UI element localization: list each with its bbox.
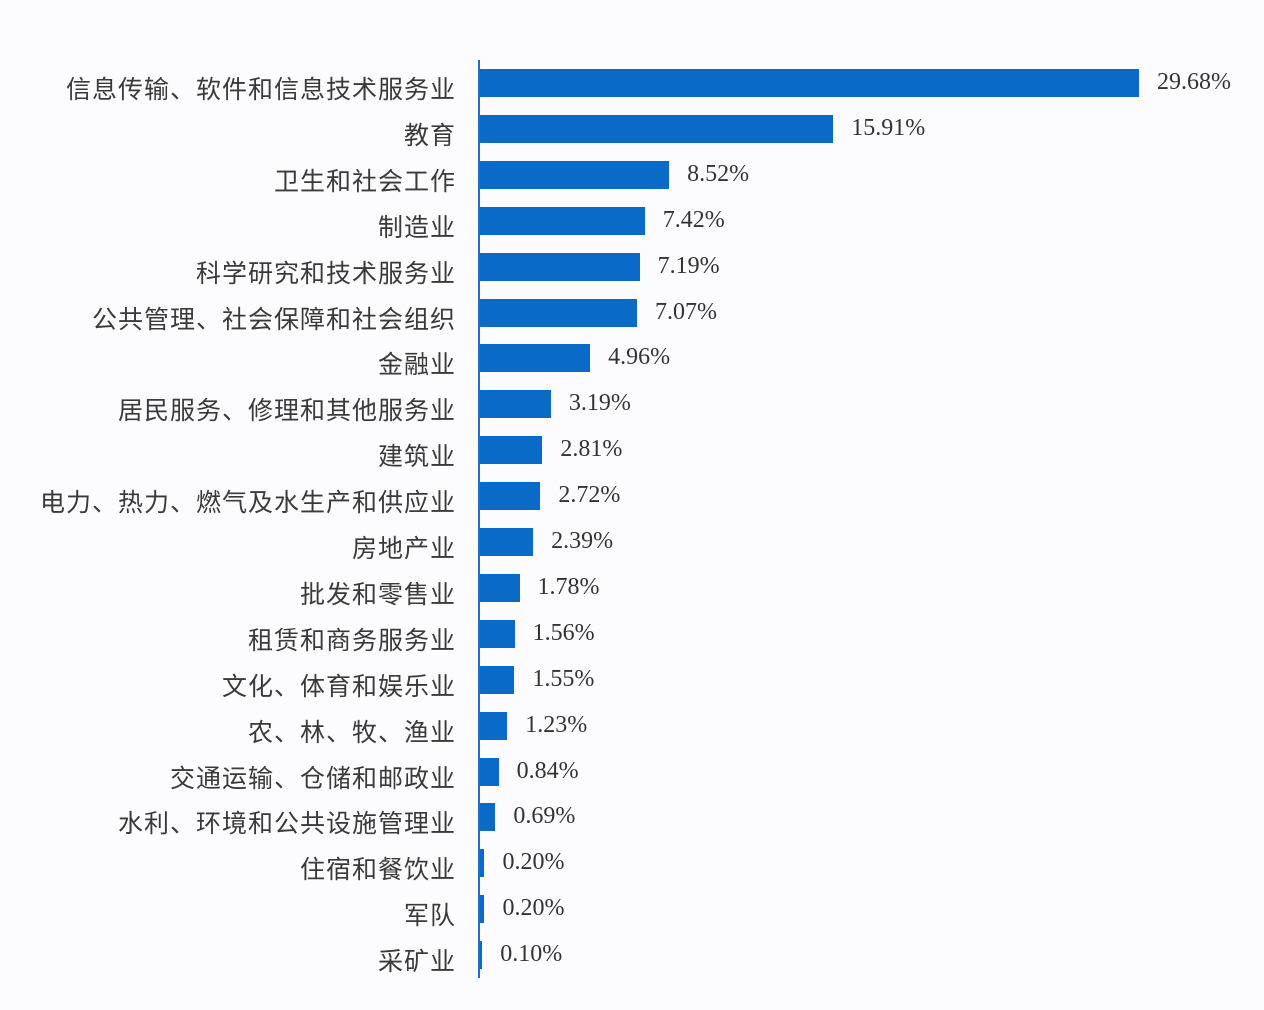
bar-row: 教育 15.91% [0, 110, 1264, 150]
bar [480, 482, 541, 511]
category-label: 信息传输、软件和信息技术服务业 [65, 75, 456, 104]
bar-row: 住宿和餐饮业 0.20% [0, 844, 1264, 884]
value-label: 1.78% [537, 573, 600, 600]
bar [480, 206, 645, 235]
bar-row: 农、林、牧、渔业 1.23% [0, 707, 1264, 747]
category-label: 金融业 [377, 350, 456, 380]
value-label: 7.42% [662, 206, 725, 233]
bar [480, 711, 508, 740]
value-label: 1.23% [525, 711, 588, 738]
bar-row: 公共管理、社会保障和社会组织 7.07% [0, 294, 1264, 334]
value-label: 4.96% [608, 344, 671, 371]
bar-row: 科学研究和技术服务业 7.19% [0, 248, 1264, 288]
category-label: 房地产业 [351, 534, 456, 563]
value-label: 0.20% [502, 849, 565, 876]
bar [480, 941, 483, 970]
bar [480, 298, 637, 327]
value-label: 7.07% [654, 298, 717, 325]
value-label: 2.81% [560, 436, 623, 463]
bar-row: 居民服务、修理和其他服务业 3.19% [0, 385, 1264, 425]
bar [480, 528, 534, 556]
category-label: 居民服务、修理和其他服务业 [117, 396, 456, 426]
bar-row: 租赁和商务服务业 1.56% [0, 615, 1264, 655]
value-label: 0.84% [516, 757, 579, 784]
bar-row: 批发和零售业 1.78% [0, 569, 1264, 609]
bar [480, 160, 670, 189]
bar-row: 交通运输、仓储和邮政业 0.84% [0, 753, 1264, 793]
value-label: 29.68% [1157, 69, 1231, 95]
category-label: 交通运输、仓储和邮政业 [169, 763, 456, 793]
bar [480, 390, 551, 419]
category-label: 农、林、牧、渔业 [247, 717, 456, 747]
bar-row: 房地产业 2.39% [0, 523, 1264, 563]
bar-row: 电力、热力、燃气及水生产和供应业 2.72% [0, 477, 1264, 517]
category-label: 采矿业 [377, 947, 456, 977]
category-label: 军队 [403, 901, 456, 931]
bar [480, 252, 640, 281]
category-label: 水利、环境和公共设施管理业 [117, 809, 456, 839]
bar-row: 文化、体育和娱乐业 1.55% [0, 661, 1264, 701]
bar [480, 895, 485, 924]
bar [480, 803, 496, 832]
value-label: 1.56% [532, 619, 595, 646]
bar-row: 信息传输、软件和信息技术服务业 29.68% [0, 64, 1264, 104]
bar-row: 军队 0.20% [0, 890, 1264, 930]
category-label: 公共管理、社会保障和社会组织 [91, 304, 456, 334]
category-label: 住宿和餐饮业 [299, 855, 456, 885]
value-label: 0.10% [500, 941, 563, 968]
bar [480, 849, 485, 878]
bar [480, 757, 499, 786]
category-label: 电力、热力、燃气及水生产和供应业 [39, 488, 456, 518]
bar [480, 114, 834, 143]
bar [480, 665, 515, 694]
value-label: 1.55% [532, 665, 595, 692]
value-label: 0.20% [502, 895, 565, 922]
bar [480, 573, 520, 602]
category-label: 批发和零售业 [299, 579, 456, 609]
bar-row: 水利、环境和公共设施管理业 0.69% [0, 798, 1264, 838]
category-label: 制造业 [377, 212, 456, 242]
value-label: 2.39% [551, 528, 614, 554]
bar [480, 619, 515, 648]
category-label: 卫生和社会工作 [273, 166, 456, 196]
value-label: 8.52% [687, 160, 750, 187]
category-label: 建筑业 [377, 442, 456, 472]
value-label: 0.69% [513, 803, 576, 830]
bar-row: 卫生和社会工作 8.52% [0, 156, 1264, 196]
value-label: 3.19% [568, 390, 631, 417]
value-label: 15.91% [851, 114, 926, 141]
bar [480, 344, 591, 373]
y-axis-line [478, 60, 480, 978]
value-label: 7.19% [657, 252, 720, 279]
bar-row: 金融业 4.96% [0, 339, 1264, 379]
category-label: 租赁和商务服务业 [247, 625, 456, 655]
category-label: 文化、体育和娱乐业 [221, 671, 456, 701]
value-label: 2.72% [558, 482, 621, 509]
category-label: 教育 [403, 120, 456, 150]
bar-row: 制造业 7.42% [0, 202, 1264, 242]
category-label: 科学研究和技术服务业 [195, 258, 456, 288]
bar-row: 采矿业 0.10% [0, 936, 1264, 976]
bar-row: 建筑业 2.81% [0, 431, 1264, 471]
bar [480, 436, 543, 465]
bar [480, 69, 1139, 97]
